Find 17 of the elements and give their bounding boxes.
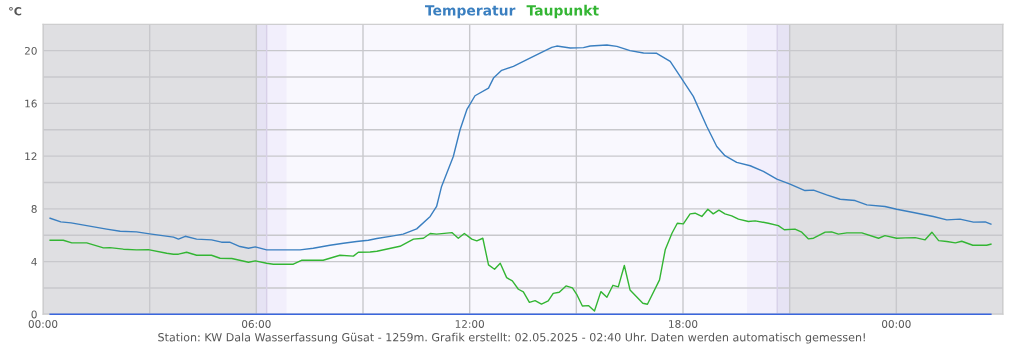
y-axis-title: °C — [9, 6, 22, 16]
x-tick-label: 00:00 — [28, 320, 58, 328]
y-tick-label: 12 — [25, 152, 37, 161]
y-tick-label: 0 — [31, 310, 37, 319]
y-tick-label: 20 — [24, 46, 37, 55]
x-tick-label: 18:00 — [669, 320, 698, 328]
text: Station: KW Dala Wasserfassung Güsat - 1259m. Grafik erstellt: 02.05.2025 - 02:40 Uhr. Daten werden automatisch gemessen! — [158, 332, 865, 344]
x-tick-label: 00:00 — [882, 320, 911, 328]
y-tick-label: 8 — [31, 205, 37, 213]
line-series — [49, 44, 992, 251]
text: Taupunkt — [526, 4, 599, 19]
y-tick-label: 16 — [25, 99, 37, 108]
text: Temperatur — [425, 5, 516, 19]
x-tick-label: 12:00 — [455, 320, 484, 328]
x-tick-label: 06:00 — [242, 320, 271, 328]
y-tick-label: 4 — [31, 257, 37, 266]
line-series — [49, 208, 992, 312]
